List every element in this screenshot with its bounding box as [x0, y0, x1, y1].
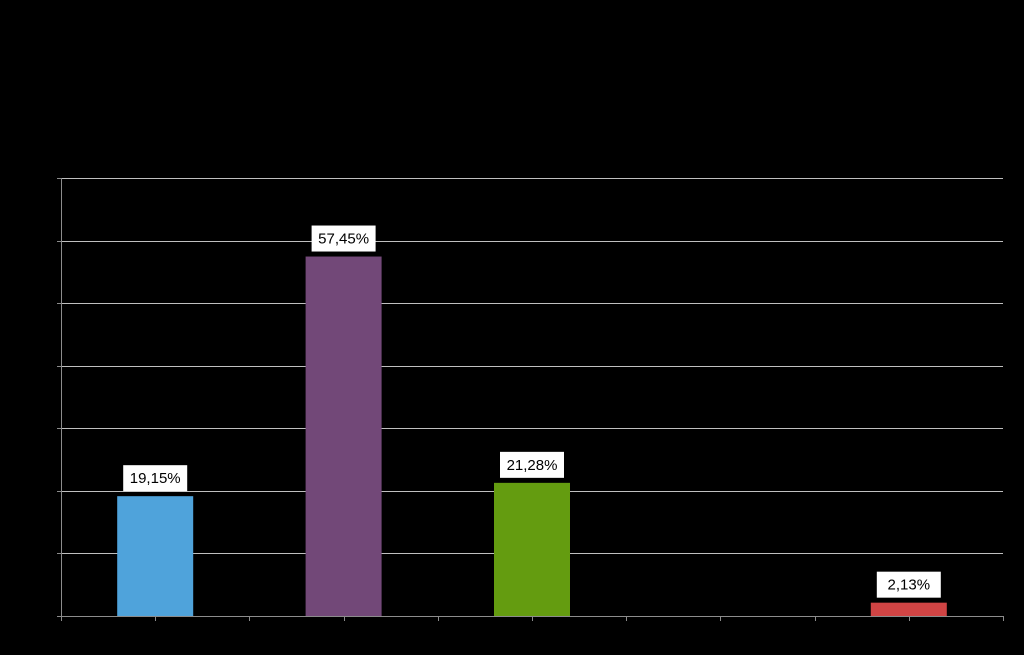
bars	[117, 256, 947, 616]
bar	[117, 496, 194, 616]
bar	[305, 256, 382, 616]
axes	[57, 178, 1004, 621]
data-label: 57,45%	[318, 231, 369, 248]
bar	[870, 602, 947, 616]
gridlines	[61, 178, 1003, 554]
data-label: 21,28%	[507, 457, 558, 474]
bar	[494, 482, 570, 616]
data-label: 19,15%	[130, 470, 181, 487]
data-label-box	[876, 571, 941, 598]
data-labels: 19,15% 57,45% 21,28% 2,13%	[123, 225, 941, 598]
data-label-box	[123, 465, 188, 492]
data-label-box	[311, 225, 376, 252]
data-label: 2,13%	[888, 577, 931, 594]
data-label-box	[500, 451, 564, 478]
